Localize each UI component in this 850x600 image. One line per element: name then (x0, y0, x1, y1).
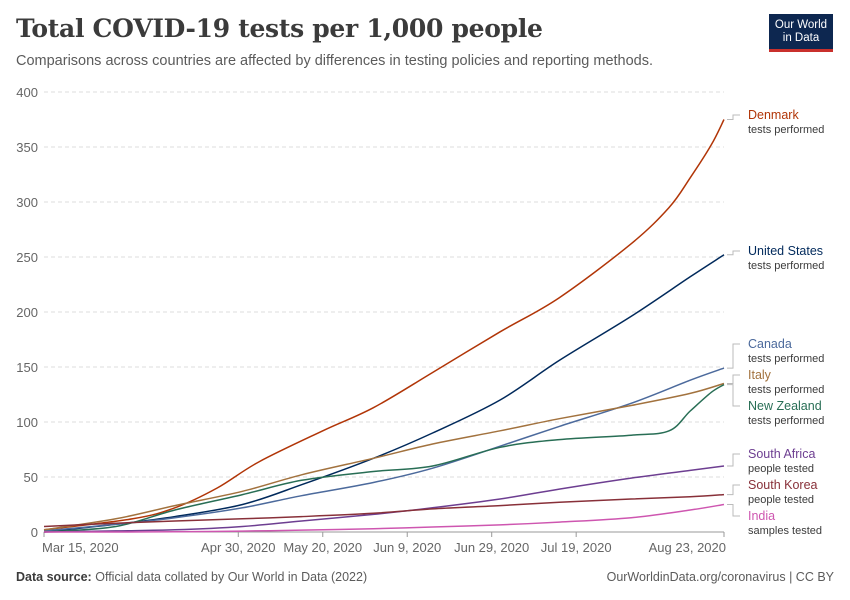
logo-line-2: in Data (782, 32, 820, 44)
series-label-united-states[interactable]: United States (748, 244, 823, 258)
series-line-india[interactable] (43, 503, 725, 533)
footer-link[interactable]: OurWorldinData.org/coronavirus | CC BY (606, 570, 834, 584)
label-connector-south-africa (727, 453, 740, 467)
series-line-italy[interactable] (43, 382, 725, 531)
label-connector-india (727, 504, 740, 517)
series-lines (43, 119, 725, 533)
series-line-denmark[interactable] (43, 119, 725, 531)
label-connector-canada (727, 343, 740, 369)
owid-logo[interactable]: Our World in Data (769, 14, 833, 52)
series-sublabel-south-korea: people tested (748, 494, 814, 506)
series-label-canada[interactable]: Canada (748, 337, 792, 351)
series-line-canada[interactable] (43, 367, 725, 532)
x-tick-label: Apr 30, 2020 (201, 540, 275, 555)
label-connector-denmark (727, 114, 740, 120)
series-label-italy[interactable]: Italy (748, 368, 772, 382)
y-tick-label: 250 (16, 250, 38, 265)
y-tick-label: 200 (16, 305, 38, 320)
y-tick-label: 400 (16, 85, 38, 100)
series-label-india[interactable]: India (748, 509, 775, 523)
series-labels: Denmark tests performed United States tests… (727, 108, 824, 537)
y-tick-label: 100 (16, 415, 38, 430)
series-label-south-africa[interactable]: South Africa (748, 447, 815, 461)
y-tick-label: 150 (16, 360, 38, 375)
x-tick-label: Jul 19, 2020 (541, 540, 612, 555)
x-axis-ticks: Mar 15, 2020 Apr 30, 2020 May 20, 2020 Jun … (42, 532, 726, 555)
grid-lines (44, 91, 724, 533)
y-tick-label: 350 (16, 140, 38, 155)
series-sublabel-new-zealand: tests performed (748, 415, 824, 427)
logo-line-1: Our World (774, 19, 828, 31)
data-source-text: Official data collated by Our World in D… (95, 570, 368, 584)
series-sublabel-italy: tests performed (748, 384, 824, 396)
y-axis-ticks: 0 50 100 150 200 250 300 350 400 (16, 85, 38, 540)
series-sublabel-south-africa: people tested (748, 463, 814, 475)
series-sublabel-india: samples tested (748, 525, 822, 537)
label-connector-south-korea (727, 484, 740, 496)
x-tick-label: Mar 15, 2020 (42, 540, 119, 555)
series-sublabel-denmark: tests performed (748, 124, 824, 136)
label-connector-united-states (727, 250, 740, 256)
label-connector-new-zealand (727, 384, 740, 407)
y-tick-label: 0 (31, 525, 38, 540)
series-label-new-zealand[interactable]: New Zealand (748, 399, 822, 413)
data-source-label: Data source: (16, 570, 92, 584)
series-label-denmark[interactable]: Denmark (748, 108, 799, 122)
y-tick-label: 50 (24, 470, 38, 485)
x-tick-label: Jun 29, 2020 (454, 540, 529, 555)
label-connector-italy (727, 374, 740, 384)
series-line-united-states[interactable] (43, 254, 725, 533)
series-line-new-zealand[interactable] (43, 383, 725, 533)
series-line-south-korea[interactable] (43, 493, 725, 528)
series-sublabel-united-states: tests performed (748, 260, 824, 272)
chart-subtitle: Comparisons across countries are affecte… (16, 53, 654, 69)
series-label-south-korea[interactable]: South Korea (748, 478, 818, 492)
x-tick-label: May 20, 2020 (283, 540, 362, 555)
data-source: Data source: Official data collated by O… (16, 570, 367, 584)
y-tick-label: 300 (16, 195, 38, 210)
x-tick-label: Jun 9, 2020 (373, 540, 441, 555)
series-sublabel-canada: tests performed (748, 353, 824, 365)
x-tick-label: Aug 23, 2020 (649, 540, 726, 555)
line-chart: 0 50 100 150 200 250 300 350 400 Mar 15, 2020 Apr… (16, 85, 824, 555)
chart-title: Total COVID-19 tests per 1,000 people (16, 14, 543, 43)
